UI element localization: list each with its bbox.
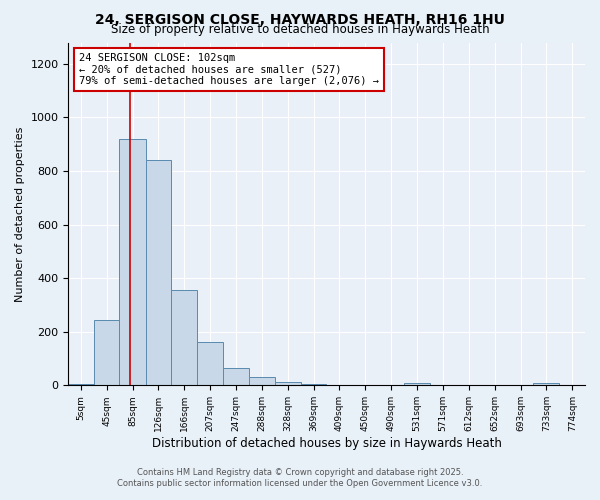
Text: Contains HM Land Registry data © Crown copyright and database right 2025.
Contai: Contains HM Land Registry data © Crown c… xyxy=(118,468,482,487)
Bar xyxy=(197,342,223,386)
Bar xyxy=(94,320,119,386)
Bar xyxy=(146,160,171,386)
Bar xyxy=(301,384,326,386)
Bar xyxy=(275,382,301,386)
Text: 24 SERGISON CLOSE: 102sqm
← 20% of detached houses are smaller (527)
79% of semi: 24 SERGISON CLOSE: 102sqm ← 20% of detac… xyxy=(79,53,379,86)
Bar xyxy=(533,383,559,386)
Bar xyxy=(404,383,430,386)
Bar xyxy=(326,384,353,386)
Text: 24, SERGISON CLOSE, HAYWARDS HEATH, RH16 1HU: 24, SERGISON CLOSE, HAYWARDS HEATH, RH16… xyxy=(95,12,505,26)
Bar xyxy=(171,290,197,386)
Y-axis label: Number of detached properties: Number of detached properties xyxy=(15,126,25,302)
Bar xyxy=(223,368,249,386)
Bar xyxy=(68,384,94,386)
Text: Size of property relative to detached houses in Haywards Heath: Size of property relative to detached ho… xyxy=(110,22,490,36)
Bar xyxy=(119,139,146,386)
Bar xyxy=(249,377,275,386)
X-axis label: Distribution of detached houses by size in Haywards Heath: Distribution of detached houses by size … xyxy=(152,437,502,450)
